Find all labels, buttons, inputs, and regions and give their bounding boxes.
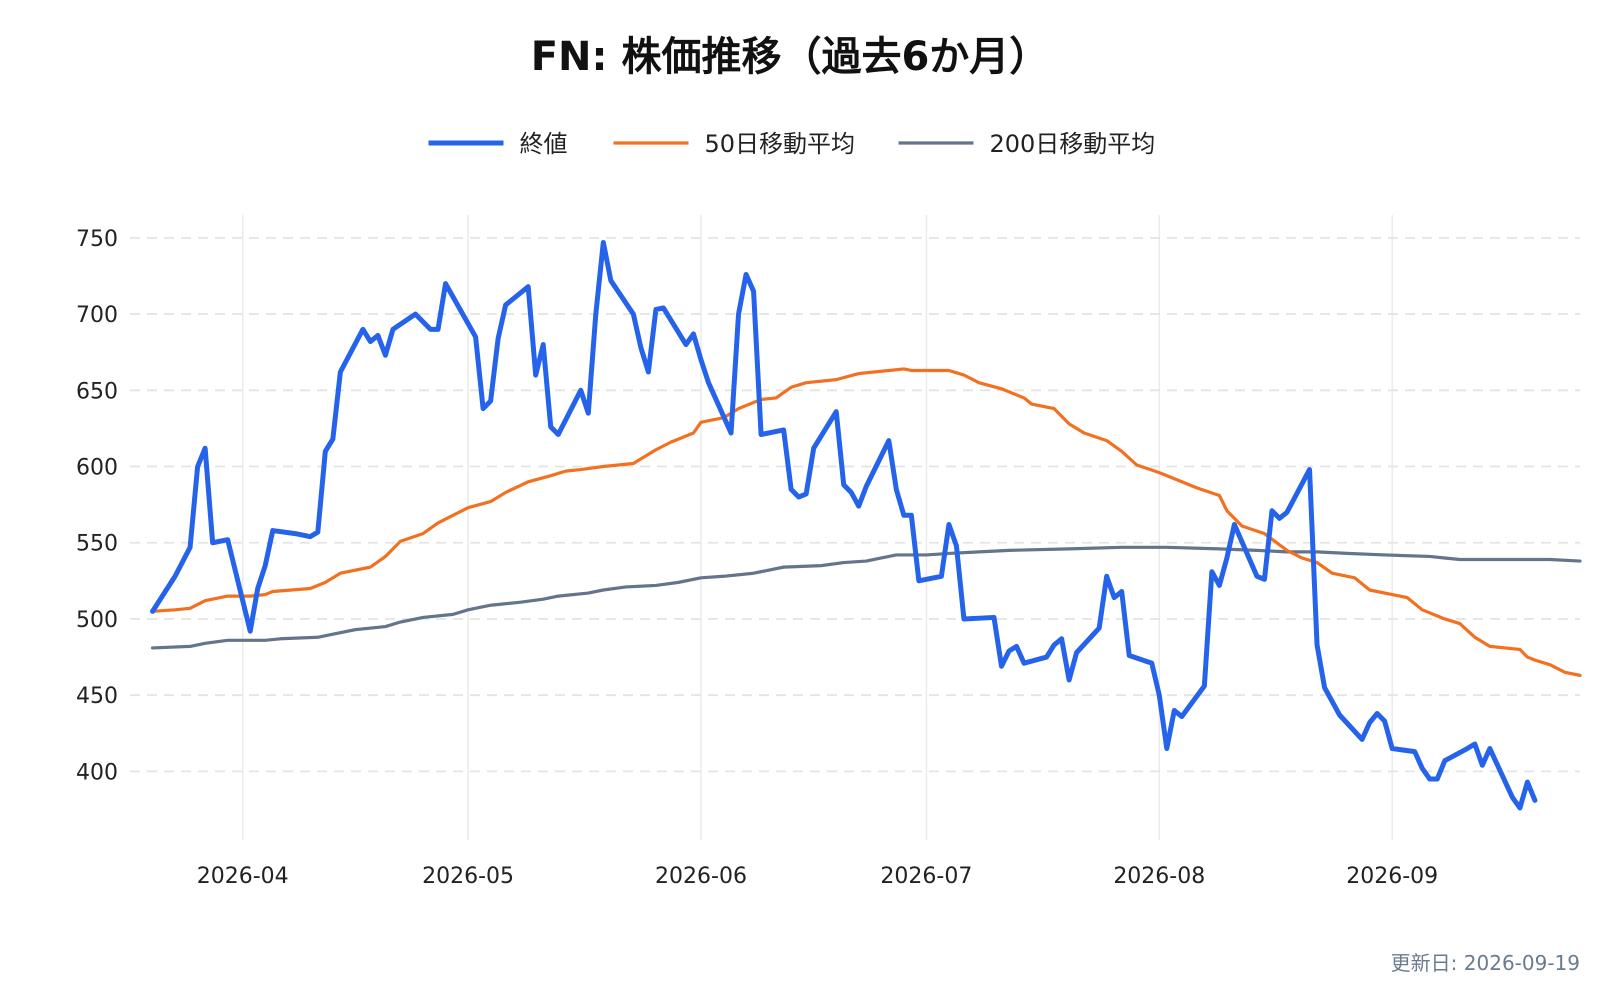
y-tick-label-1: 450 xyxy=(76,684,118,709)
x-tick-label-1: 2026-05 xyxy=(422,864,514,889)
y-tick-label-2: 500 xyxy=(76,608,118,633)
x-tick-label-3: 2026-07 xyxy=(880,864,972,889)
y-tick-label-4: 600 xyxy=(76,456,118,481)
series-layer xyxy=(150,239,1582,811)
y-tick-label-5: 650 xyxy=(76,379,118,404)
series-line-0 xyxy=(150,239,1538,811)
y-tick-label-7: 750 xyxy=(76,227,118,252)
series-line-2 xyxy=(150,545,1582,650)
updated-label: 更新日: 2026-09-19 xyxy=(1391,951,1580,975)
x-tick-label-5: 2026-09 xyxy=(1346,864,1438,889)
y-tick-label-6: 700 xyxy=(76,303,118,328)
grid xyxy=(130,215,1580,840)
y-axis-ticks: 400 450 500 550 600 650 700 750 xyxy=(76,227,118,786)
legend-label-1: 50日移動平均 xyxy=(705,130,856,158)
series-line-1 xyxy=(150,367,1582,677)
x-axis-ticks: 2026-04 2026-05 2026-06 2026-07 2026-08 2026-… xyxy=(197,864,1438,889)
x-tick-label-2: 2026-06 xyxy=(655,864,747,889)
legend-label-0: 終値 xyxy=(520,130,568,158)
chart-title: FN: 株価推移（過去6か月） xyxy=(531,34,1050,80)
x-tick-label-0: 2026-04 xyxy=(197,864,289,889)
y-tick-label-3: 550 xyxy=(76,532,118,557)
legend-label-2: 200日移動平均 xyxy=(990,130,1156,158)
y-tick-label-0: 400 xyxy=(76,760,118,785)
legend: 終値 50日移動平均 200日移動平均 xyxy=(428,130,1156,158)
x-tick-label-4: 2026-08 xyxy=(1113,864,1205,889)
